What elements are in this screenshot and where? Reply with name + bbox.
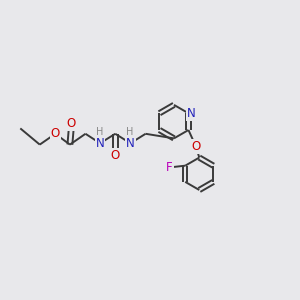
- Text: N: N: [187, 107, 196, 120]
- Text: O: O: [111, 149, 120, 162]
- Text: H: H: [96, 127, 103, 137]
- Text: N: N: [96, 137, 104, 150]
- Text: O: O: [51, 127, 60, 140]
- Text: O: O: [67, 117, 76, 130]
- Text: O: O: [191, 140, 201, 153]
- Text: F: F: [166, 160, 173, 173]
- Text: N: N: [126, 137, 135, 150]
- Text: H: H: [126, 127, 134, 137]
